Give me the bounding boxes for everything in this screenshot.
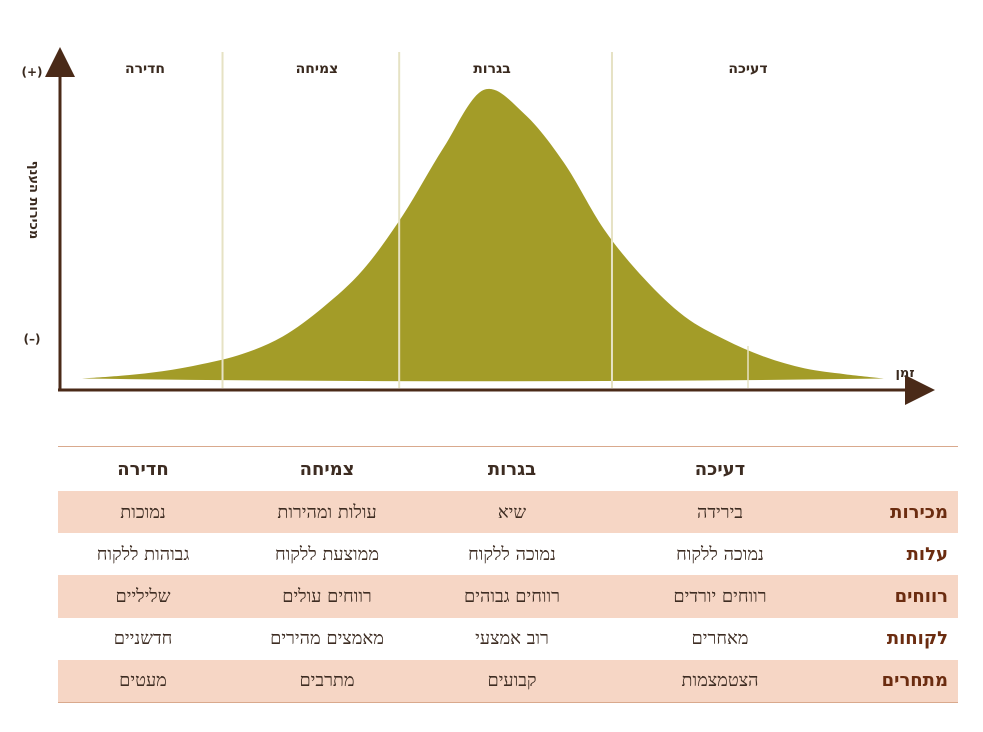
y-bottom-mark: (–) (24, 332, 41, 346)
table-cell: ממוצעת ללקוח (275, 543, 379, 565)
row-label: עלות (906, 543, 948, 565)
table-cell: עולות ומהירות (277, 501, 377, 523)
header-decline: דעיכה (694, 458, 746, 480)
table-cell: נמוכה ללקוח (676, 543, 764, 565)
table-cell: שיא (497, 501, 527, 523)
table-cell: מאמצים מהירים (270, 628, 384, 650)
stage-dividers (221, 52, 749, 388)
stage-label-growth: צמיחה (296, 61, 339, 77)
x-axis-label: זמן (895, 366, 914, 381)
stage-label-decline: דעיכה (728, 61, 767, 77)
table-row-customers: לקוחות מאחרים רוב אמצעי מאמצים מהירים חד… (58, 618, 958, 660)
stage-label-intro: חדירה (125, 61, 165, 77)
table-cell: מעטים (119, 670, 167, 692)
table-row-sales: מכירות בירידה שיא עולות ומהירות נמוכות (58, 491, 958, 534)
table-cell: נמוכה ללקוח (468, 543, 556, 565)
table-cell: מתרבים (299, 670, 355, 692)
sales-curve-area (82, 88, 885, 382)
table-header-row: דעיכה בגרות צמיחה חדירה (58, 447, 958, 491)
table-cell: שליליים (115, 585, 171, 607)
header-intro: חדירה (117, 458, 169, 480)
table-cell: חדשניים (113, 628, 173, 650)
row-label: מכירות (890, 501, 948, 523)
table-row-competitors: מתחרים הצטמצמות קבועים מתרבים מעטים (58, 659, 958, 702)
table-cell: רווחים גבוהים (464, 585, 560, 607)
table-cell: רוב אמצעי (475, 628, 549, 650)
y-axis-label: מכירות הענף (26, 161, 41, 240)
header-growth: צמיחה (299, 458, 355, 480)
table-row-cost: עלות נמוכה ללקוח נמוכה ללקוח ממוצעת ללקו… (58, 533, 958, 575)
table-cell: בירידה (697, 501, 743, 523)
row-label: מתחרים (881, 670, 948, 692)
stage-comparison-table: דעיכה בגרות צמיחה חדירה מכירות בירידה שי… (58, 446, 958, 703)
y-top-mark: (+) (21, 65, 42, 79)
table-cell: קבועים (487, 670, 537, 692)
table-cell: רווחים עולים (282, 585, 372, 607)
product-life-cycle-chart: (+) (–) מכירות הענף זמן חדירה צמיחה בגרו… (21, 47, 935, 405)
table-cell: גבוהות ללקוח (96, 543, 190, 565)
row-label: רווחים (894, 585, 948, 607)
header-maturity: בגרות (487, 458, 537, 480)
table-cell: נמוכות (120, 501, 166, 523)
table-row-profits: רווחים רווחים יורדים רווחים גבוהים רווחי… (58, 575, 958, 618)
stage-label-maturity: בגרות (473, 61, 511, 77)
table-cell: מאחרים (691, 628, 749, 650)
row-label: לקוחות (886, 628, 948, 650)
table-cell: הצטמצמות (681, 670, 759, 692)
table-cell: רווחים יורדים (673, 585, 767, 607)
